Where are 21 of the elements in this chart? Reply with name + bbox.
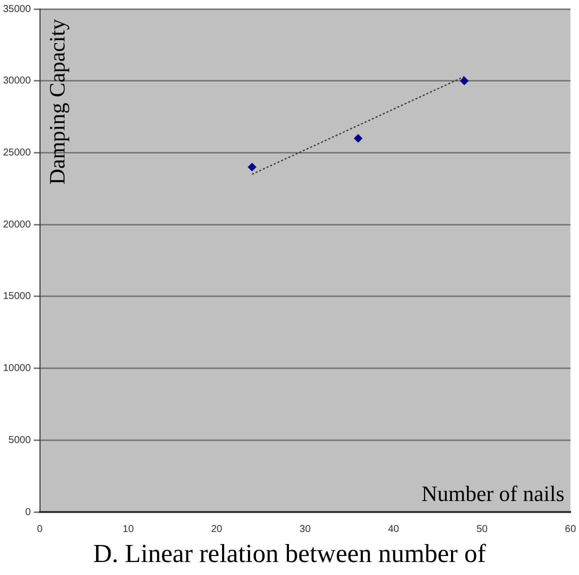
x-tick-label: 40 xyxy=(388,524,400,535)
point xyxy=(460,76,468,85)
y-tick-label: 10000 xyxy=(2,363,32,374)
point xyxy=(248,162,256,172)
x-axis-title: Number of nails xyxy=(421,480,564,506)
x-tick-label: 20 xyxy=(211,524,223,535)
x-tick-label: 0 xyxy=(37,524,44,535)
x-tick-label: 30 xyxy=(300,524,312,535)
y-tick-label: 5000 xyxy=(8,434,32,446)
x-tick-label: 50 xyxy=(476,524,488,535)
y-tick-label: 15000 xyxy=(2,291,32,302)
y-tick-label: 25000 xyxy=(2,147,32,158)
y-axis-title: Damping Capacity xyxy=(44,19,70,185)
y-tick-label: 30000 xyxy=(2,76,32,87)
point xyxy=(354,134,362,142)
x-tick-label: 60 xyxy=(564,524,576,535)
text: D. Linear relation between number of xyxy=(92,538,487,570)
x-tick-label: 10 xyxy=(122,524,134,535)
y-tick-label: 20000 xyxy=(2,219,32,230)
y-tick-label: 35000 xyxy=(2,4,32,15)
y-tick-label: 0 xyxy=(25,506,32,518)
